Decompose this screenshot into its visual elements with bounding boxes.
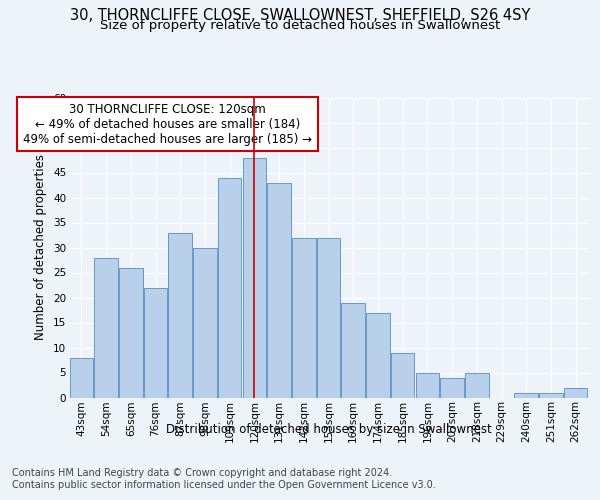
Bar	[440, 378, 464, 398]
Bar	[416, 372, 439, 398]
Bar	[218, 178, 241, 398]
Bar	[317, 238, 340, 398]
Y-axis label: Number of detached properties: Number of detached properties	[34, 154, 47, 340]
Text: 30 THORNCLIFFE CLOSE: 120sqm
← 49% of detached houses are smaller (184)
49% of s: 30 THORNCLIFFE CLOSE: 120sqm ← 49% of de…	[23, 102, 313, 146]
Bar	[193, 248, 217, 398]
Bar	[366, 312, 389, 398]
Bar	[514, 392, 538, 398]
Bar	[465, 372, 488, 398]
Bar	[564, 388, 587, 398]
Bar	[144, 288, 167, 398]
Bar	[268, 182, 291, 398]
Bar	[119, 268, 143, 398]
Bar	[169, 232, 192, 398]
Text: Size of property relative to detached houses in Swallownest: Size of property relative to detached ho…	[100, 18, 500, 32]
Text: Contains public sector information licensed under the Open Government Licence v3: Contains public sector information licen…	[12, 480, 436, 490]
Bar	[292, 238, 316, 398]
Bar	[94, 258, 118, 398]
Text: 30, THORNCLIFFE CLOSE, SWALLOWNEST, SHEFFIELD, S26 4SY: 30, THORNCLIFFE CLOSE, SWALLOWNEST, SHEF…	[70, 8, 530, 22]
Bar	[70, 358, 93, 398]
Text: Distribution of detached houses by size in Swallownest: Distribution of detached houses by size …	[166, 422, 491, 436]
Bar	[242, 158, 266, 398]
Bar	[539, 392, 563, 398]
Bar	[391, 352, 415, 398]
Bar	[341, 302, 365, 398]
Text: Contains HM Land Registry data © Crown copyright and database right 2024.: Contains HM Land Registry data © Crown c…	[12, 468, 392, 477]
